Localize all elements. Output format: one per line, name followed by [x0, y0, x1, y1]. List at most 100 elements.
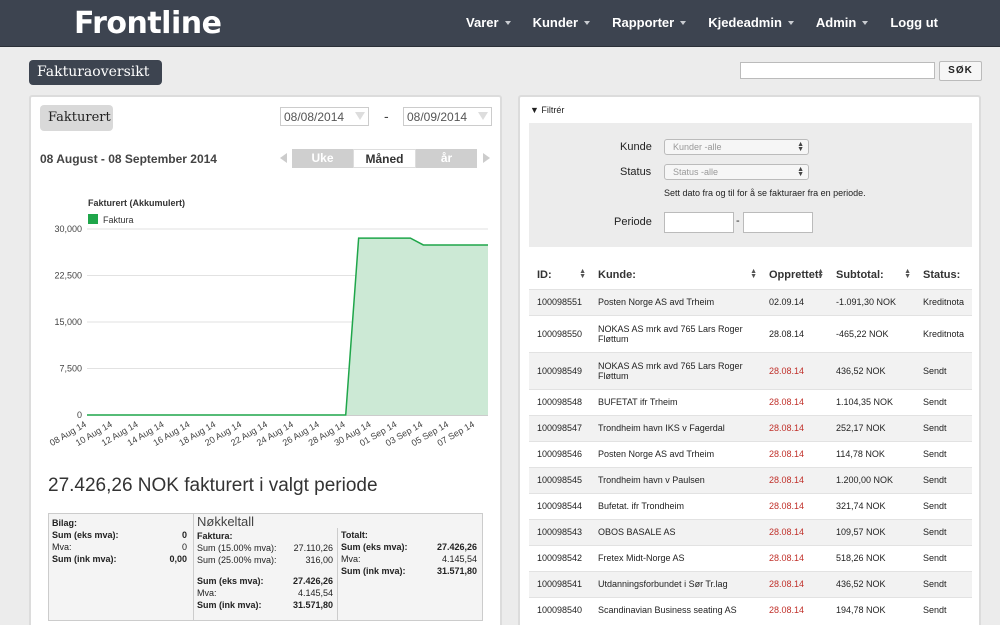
status-select[interactable]: Status -alle ▲ ▼ [664, 164, 809, 180]
summary-row: Sum (25.00% mva): 316,00 [197, 554, 333, 566]
y-tick-label: 22,500 [54, 271, 82, 281]
summary-value: 27.426,26 [292, 576, 333, 586]
column-header-4[interactable]: Status: [915, 261, 972, 289]
cell-kunde: Utdanningsforbundet i Sør Tr.lag [590, 570, 761, 597]
summary-label: Sum (ink mva): [341, 566, 406, 576]
sort-icon[interactable]: ▲ ▼ [750, 268, 757, 280]
chart-title: Fakturert (Akkumulert) [88, 198, 185, 208]
table-row[interactable]: 100098548 BUFETAT ifr Trheim 28.08.14 1.104… [529, 388, 972, 415]
nav-item-0[interactable]: Varer [466, 15, 511, 30]
table-row[interactable]: 100098546 Posten Norge AS avd Trheim 28.08… [529, 440, 972, 467]
summary-label: Sum (ink mva): [197, 600, 262, 610]
y-tick-label: 0 [77, 410, 82, 420]
date-to-field[interactable]: 08/09/2014 [403, 107, 492, 126]
cell-subtotal: 1.104,35 NOK [828, 388, 915, 415]
nav-item-1[interactable]: Kunder [533, 15, 591, 30]
summary-value: 27.426,26 [436, 542, 477, 552]
period-option-0[interactable]: Uke [292, 149, 353, 168]
summary-row: Sum (eks mva): 0 [52, 529, 187, 541]
search-button[interactable]: SØK [939, 61, 982, 81]
customer-select-value: Kunder -alle [673, 142, 722, 152]
nav-item-3[interactable]: Kjedeadmin [708, 15, 794, 30]
cell-subtotal: 109,57 NOK [828, 518, 915, 545]
nav-item-5[interactable]: Logg ut [890, 15, 938, 30]
summary-label: Sum (25.00% mva): [197, 555, 277, 565]
table-row[interactable]: 100098549 NOKAS AS mrk avd 765 Lars Roger… [529, 351, 972, 389]
cell-id: 100098541 [529, 570, 590, 597]
table-row[interactable]: 100098550 NOKAS AS mrk avd 765 Lars Roger… [529, 314, 972, 352]
cell-status: Sendt [915, 492, 972, 519]
key-figures-title: Nøkkeltall [197, 514, 255, 529]
customer-select[interactable]: Kunder -alle ▲ ▼ [664, 139, 809, 155]
table-row[interactable]: 100098545 Trondheim havn v Paulsen 28.08.1… [529, 466, 972, 493]
totalt-title: Totalt: [341, 530, 368, 540]
table-row[interactable]: 100098540 Scandinavian Business seating A… [529, 596, 972, 623]
main-nav: Varer Kunder Rapporter Kjedeadmin Admin Logg … [444, 15, 938, 30]
period-from-input[interactable] [664, 212, 734, 233]
cell-kunde: NOKAS AS mrk avd 765 Lars Roger Fløttum [590, 314, 761, 352]
date-from-field[interactable]: 08/08/2014 [280, 107, 369, 126]
date-to-dropdown-icon[interactable] [478, 112, 488, 120]
cell-opprettet: 28.08.14 [761, 492, 828, 519]
invoiced-tab[interactable]: Fakturert [40, 105, 113, 131]
nav-item-label: Kjedeadmin [708, 15, 782, 30]
summary-value: 31.571,80 [436, 566, 477, 576]
legend-swatch-faktura [88, 214, 98, 224]
summary-value: 316,00 [305, 555, 333, 565]
cell-kunde: OBOS BASALE AS [590, 518, 761, 545]
summary-row: Sum (15.00% mva): 27.110,26 [197, 542, 333, 554]
faktura-title: Faktura: [197, 531, 233, 541]
date-from-dropdown-icon[interactable] [355, 112, 365, 120]
next-period-arrow-icon[interactable] [483, 153, 490, 163]
summary-value: 4.145,54 [297, 588, 333, 598]
table-row[interactable]: 100098544 Bufetat. ifr Trondheim 28.08.14 3… [529, 492, 972, 519]
column-header-3[interactable]: Subtotal: ▲ ▼ [828, 261, 915, 289]
summary-value: 4.145,54 [441, 554, 477, 564]
table-row[interactable]: 100098547 Trondheim havn IKS v Fagerdal 28… [529, 414, 972, 441]
period-to-input[interactable] [743, 212, 813, 233]
nav-item-4[interactable]: Admin [816, 15, 869, 30]
cell-subtotal: 321,74 NOK [828, 492, 915, 519]
cell-kunde: NOKAS AS mrk avd 765 Lars Roger Fløttum [590, 351, 761, 389]
cell-id: 100098542 [529, 544, 590, 571]
nav-item-label: Logg ut [890, 15, 938, 30]
summary-label: Sum (eks mva): [197, 576, 264, 586]
summary-value: 27.110,26 [293, 543, 333, 553]
column-header-2[interactable]: Opprettet: ▲ ▼ [761, 261, 828, 289]
sort-icon[interactable]: ▲ ▼ [904, 268, 911, 280]
period-separator: - [736, 215, 740, 227]
summary-label: Sum (eks mva): [52, 530, 119, 540]
period-hint: Sett dato fra og til for å se fakturaer … [664, 188, 866, 198]
sort-icon[interactable]: ▲ ▼ [579, 268, 586, 280]
cell-status: Sendt [915, 596, 972, 623]
sort-icon[interactable]: ▲ ▼ [817, 268, 824, 280]
column-header-label: Kunde: [598, 268, 636, 281]
period-option-1[interactable]: Måned [353, 149, 416, 168]
table-row[interactable]: 100098541 Utdanningsforbundet i Sør Tr.la… [529, 570, 972, 597]
cell-opprettet: 28.08.14 [761, 544, 828, 571]
column-header-0[interactable]: ID: ▲ ▼ [529, 261, 590, 289]
totalt-section: Totalt: Sum (eks mva): 27.426,26 Mva: 4.145… [341, 529, 477, 577]
nav-item-label: Rapporter [612, 15, 675, 30]
cell-opprettet: 28.08.14 [761, 570, 828, 597]
search-input[interactable] [740, 62, 935, 79]
cell-kunde: Bufetat. ifr Trondheim [590, 492, 761, 519]
cell-subtotal: -1.091,30 NOK [828, 288, 915, 315]
table-row[interactable]: 100098542 Fretex Midt-Norge AS 28.08.14 518… [529, 544, 972, 571]
table-row[interactable]: 100098551 Posten Norge AS avd Trheim 02.09… [529, 288, 972, 315]
previous-period-arrow-icon[interactable] [280, 153, 287, 163]
summary-row: Sum (ink mva): 0,00 [52, 553, 187, 565]
filter-toggle[interactable]: ▼ Filtrér [530, 105, 565, 115]
legend-label-faktura: Faktura [103, 215, 134, 225]
cell-status: Sendt [915, 351, 972, 389]
cell-status: Kreditnota [915, 288, 972, 315]
y-tick-label: 30,000 [54, 224, 82, 234]
nav-item-2[interactable]: Rapporter [612, 15, 687, 30]
table-row[interactable]: 100098543 OBOS BASALE AS 28.08.14 109,57 NO… [529, 518, 972, 545]
period-total-text: 27.426,26 NOK fakturert i valgt periode [48, 475, 378, 496]
app-logo[interactable]: Frontline [74, 6, 222, 41]
period-option-2[interactable]: år [416, 149, 477, 168]
column-header-1[interactable]: Kunde: ▲ ▼ [590, 261, 761, 289]
summary-row: Sum (eks mva): 27.426,26 [197, 575, 333, 587]
cell-kunde: Scandinavian Business seating AS [590, 596, 761, 623]
